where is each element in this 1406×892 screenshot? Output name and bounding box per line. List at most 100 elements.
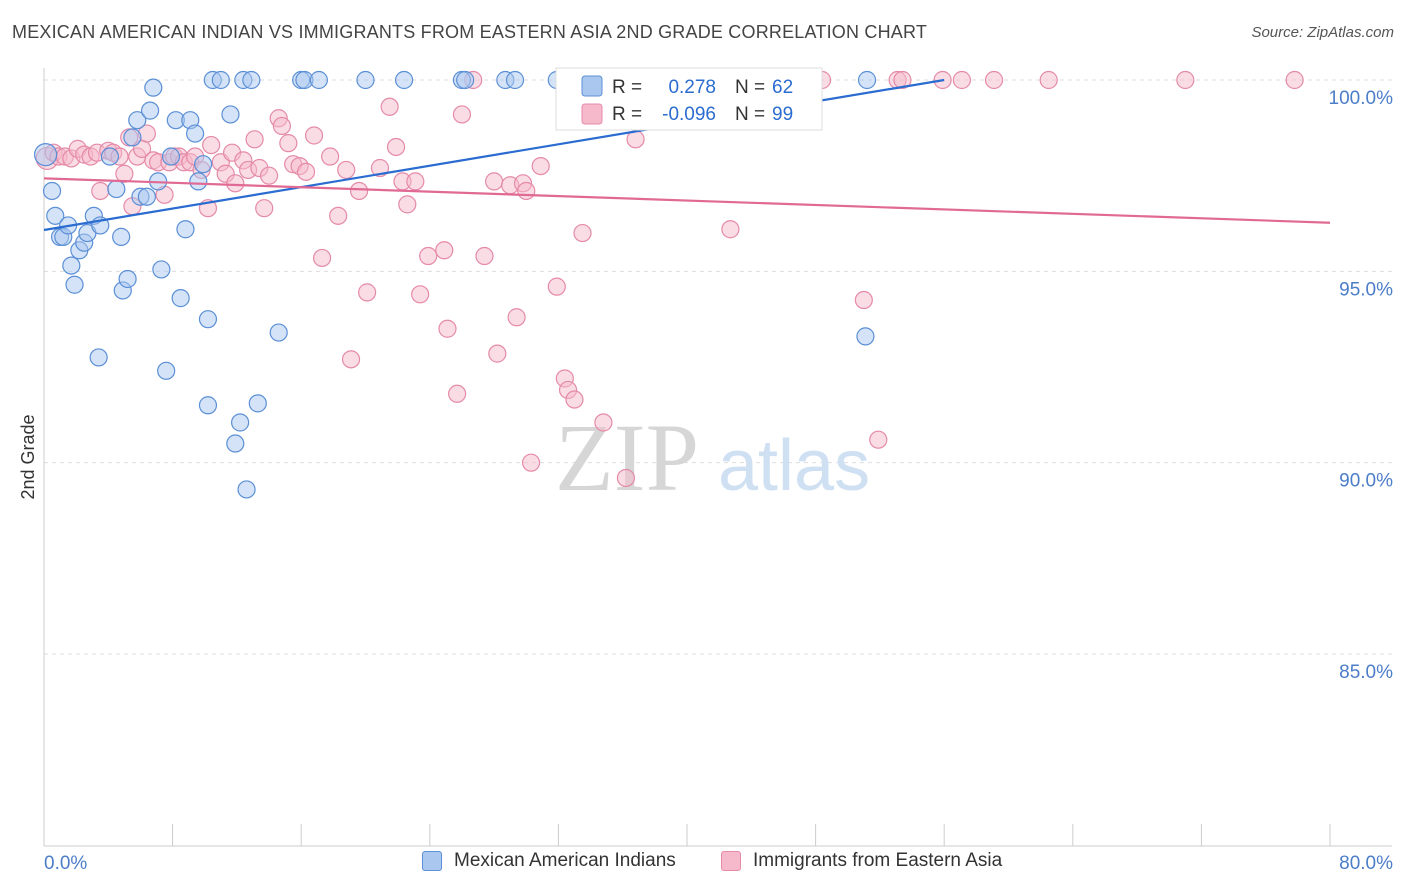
data-point [358, 283, 377, 302]
data-point [255, 199, 274, 218]
data-point [616, 468, 636, 488]
data-point [62, 256, 81, 275]
stats-r-label-1: R = [612, 77, 642, 98]
data-point [152, 260, 171, 279]
data-point [91, 181, 110, 201]
data-point [128, 111, 147, 130]
data-point [456, 70, 475, 90]
data-point [112, 227, 131, 246]
data-point [452, 105, 472, 124]
stats-r-label-2: R = [612, 104, 642, 125]
data-point [176, 220, 195, 239]
y-tick-label: 90.0% [1339, 471, 1393, 492]
data-point [547, 277, 566, 296]
legend-label: Mexican American Indians [454, 850, 676, 871]
data-point [242, 70, 261, 90]
data-point [46, 206, 65, 225]
data-point [157, 361, 176, 380]
data-point [573, 223, 592, 243]
data-point [856, 327, 875, 346]
data-point [161, 147, 181, 166]
data-point [857, 70, 877, 90]
data-point [485, 172, 504, 191]
data-point [226, 174, 245, 193]
data-point [531, 157, 550, 176]
x-tick-label: 80.0% [1339, 853, 1393, 874]
y-axis-label: 2nd Grade [18, 414, 38, 499]
data-point [115, 164, 134, 183]
data-point [269, 323, 288, 342]
legend: Mexican American Indians Immigrants from… [0, 850, 1406, 880]
data-point [89, 348, 108, 367]
watermark: ZIP atlas [555, 404, 870, 511]
data-point [386, 137, 406, 157]
data-point [231, 413, 250, 432]
data-point [137, 187, 156, 206]
data-point [123, 128, 142, 147]
watermark-atlas: atlas [718, 426, 870, 506]
data-point [438, 319, 457, 338]
data-point [226, 434, 245, 453]
data-point [100, 147, 120, 166]
data-point [721, 220, 740, 239]
data-point [565, 390, 584, 409]
data-point [211, 70, 230, 90]
stats-n-label-2: N = [735, 104, 765, 125]
data-point [349, 181, 369, 201]
data-point [984, 70, 1004, 90]
data-point [329, 206, 348, 225]
stats-r-value-2: -0.096 [662, 104, 716, 125]
legend-item-immigrants-eastern-asia[interactable]: Immigrants from Eastern Asia [721, 850, 1002, 872]
series-immigrants-eastern-asia [35, 70, 1304, 488]
data-point [869, 430, 888, 449]
data-point [337, 160, 356, 180]
data-point [42, 181, 62, 201]
data-point [272, 116, 292, 136]
data-point [854, 290, 873, 310]
data-point [394, 70, 414, 90]
data-point [952, 70, 971, 90]
data-point [140, 101, 160, 120]
data-point [475, 246, 494, 266]
tick-labels: 100.0% 95.0% 90.0% 85.0% 0.0% 80.0% [44, 88, 1393, 874]
data-point [279, 134, 298, 153]
data-point [312, 248, 332, 268]
trend-line-pink [43, 177, 1331, 224]
data-point [118, 269, 137, 289]
data-point [237, 480, 256, 499]
data-point [1176, 70, 1195, 90]
legend-item-mexican-american-indians[interactable]: Mexican American Indians [422, 850, 676, 872]
data-point [259, 166, 279, 185]
data-point [505, 70, 525, 90]
data-point [221, 105, 240, 124]
chart-title: MEXICAN AMERICAN INDIAN VS IMMIGRANTS FR… [12, 22, 928, 42]
data-point [107, 179, 126, 199]
data-point [321, 147, 340, 166]
stats-swatch-pink [581, 103, 603, 125]
data-point [245, 130, 264, 149]
data-point [398, 195, 417, 214]
data-point [507, 308, 526, 327]
data-point [435, 241, 454, 260]
data-point [356, 70, 375, 90]
data-point [248, 394, 267, 413]
source-label: Source: ZipAtlas.com [1251, 24, 1394, 41]
stats-swatch-blue [581, 75, 603, 97]
legend-label: Immigrants from Eastern Asia [753, 850, 1003, 871]
stats-r-value-1: 0.278 [668, 77, 716, 98]
y-tick-label: 85.0% [1339, 662, 1393, 683]
data-point [202, 135, 221, 155]
data-point [65, 275, 84, 294]
data-point [34, 143, 58, 167]
data-point [189, 172, 208, 191]
data-point [144, 78, 163, 97]
data-point [419, 246, 438, 266]
stats-n-value-1: 62 [772, 77, 793, 98]
data-point [893, 70, 912, 90]
data-point [1039, 70, 1058, 90]
stats-n-label-1: N = [735, 77, 765, 98]
legend-swatch-pink [721, 851, 741, 871]
data-point [198, 310, 218, 329]
data-point [341, 350, 361, 369]
